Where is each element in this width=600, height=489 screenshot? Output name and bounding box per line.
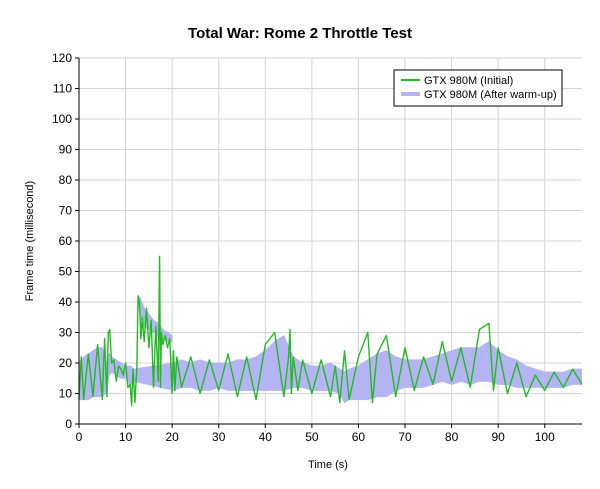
legend-box	[393, 69, 563, 107]
y-tick-label: 20	[59, 356, 73, 370]
y-tick-label: 40	[59, 295, 73, 309]
y-tick-label: 90	[59, 143, 73, 157]
x-tick-label: 70	[398, 430, 412, 444]
series-warmup-band	[79, 334, 582, 404]
x-tick-label: 30	[212, 430, 226, 444]
axes	[75, 57, 582, 428]
legend-label-warmup: GTX 980M (After warm-up)	[424, 89, 557, 101]
legend-label-initial: GTX 980M (Initial)	[424, 75, 513, 87]
y-tick-label: 120	[52, 51, 72, 65]
plot-area	[79, 255, 582, 407]
y-tick-label: 70	[59, 204, 73, 218]
x-tick-label: 60	[352, 430, 366, 444]
y-tick-label: 80	[59, 173, 73, 187]
legend: GTX 980M (Initial) GTX 980M (After warm-…	[393, 69, 563, 107]
y-tick-label: 100	[52, 112, 72, 126]
x-tick-label: 40	[259, 430, 273, 444]
x-tick-label: 10	[119, 430, 133, 444]
x-tick-label: 0	[76, 430, 83, 444]
tick-labels: 0 10 20 30 40 50 60 70 80 90 100 110 120 0 10 20 30 40 50 6…	[52, 51, 555, 444]
series-warmup-band-segment	[137, 294, 173, 343]
chart-title: Total War: Rome 2 Throttle Test	[188, 25, 412, 42]
y-tick-label: 0	[65, 417, 72, 431]
x-tick-label: 100	[535, 430, 555, 444]
x-tick-label: 80	[445, 430, 459, 444]
x-axis-label: Time (s)	[308, 459, 348, 471]
y-tick-label: 110	[53, 82, 72, 96]
y-axis-label: Frame time (millisecond)	[24, 181, 36, 301]
x-tick-label: 20	[165, 430, 179, 444]
series-initial-line	[79, 255, 582, 407]
y-tick-label: 60	[59, 234, 73, 248]
x-tick-label: 90	[491, 430, 505, 444]
y-tick-label: 30	[59, 326, 73, 340]
y-tick-label: 50	[59, 265, 73, 279]
y-tick-label: 10	[59, 387, 73, 401]
x-tick-label: 50	[305, 430, 319, 444]
